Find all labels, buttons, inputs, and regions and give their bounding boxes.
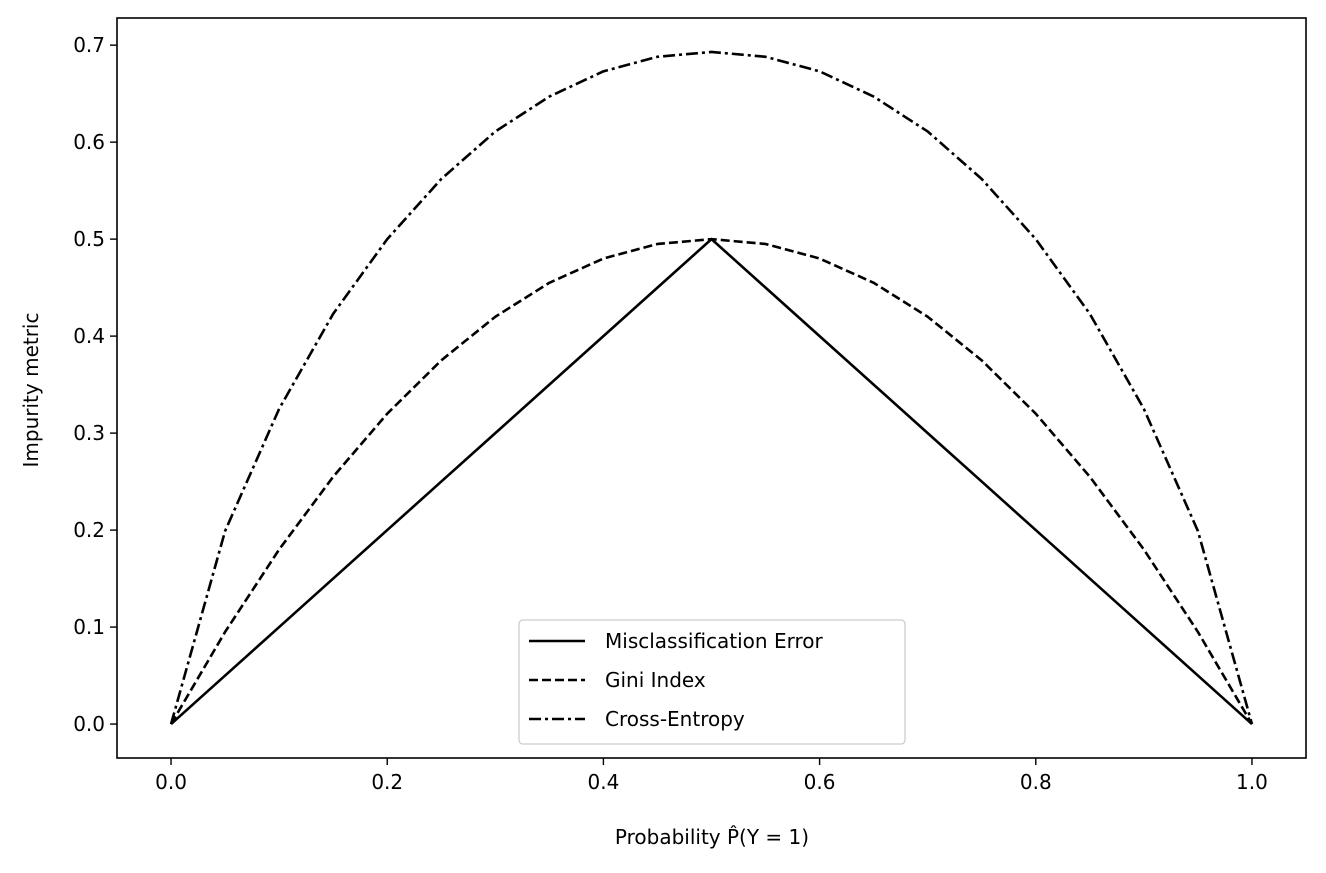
x-tick-label: 1.0 [1236, 770, 1268, 794]
x-tick-label: 0.2 [371, 770, 403, 794]
legend-label: Misclassification Error [605, 629, 823, 653]
y-tick-label: 0.6 [73, 130, 105, 154]
y-axis-title: Impurity metric [19, 313, 43, 468]
x-axis-title: Probability P̂(Y = 1) [615, 825, 809, 849]
y-tick-label: 0.7 [73, 33, 105, 57]
y-tick-label: 0.3 [73, 421, 105, 445]
x-axis-ticks: 0.0 0.2 0.4 0.6 0.8 1.0 [155, 758, 1268, 794]
y-tick-label: 0.5 [73, 227, 105, 251]
y-tick-label: 0.4 [73, 324, 105, 348]
legend: Misclassification Error Gini Index Cross-E… [518, 619, 906, 745]
x-tick-label: 0.0 [155, 770, 187, 794]
y-tick-label: 0.1 [73, 615, 105, 639]
legend-label: Cross-Entropy [605, 707, 745, 731]
x-tick-label: 0.8 [1020, 770, 1052, 794]
y-tick-label: 0.0 [73, 712, 105, 736]
y-axis-ticks: 0.0 0.1 0.2 0.3 0.4 0.5 0.6 0.7 [73, 33, 117, 736]
plot-frame [116, 17, 1307, 759]
x-tick-label: 0.6 [804, 770, 836, 794]
legend-label: Gini Index [605, 668, 706, 692]
series-layer [169, 50, 1254, 726]
series-line-cross-entropy [169, 50, 1254, 725]
legend-box [518, 619, 906, 745]
y-tick-label: 0.2 [73, 518, 105, 542]
series-line-gini-index [169, 237, 1254, 725]
x-tick-label: 0.4 [588, 770, 620, 794]
